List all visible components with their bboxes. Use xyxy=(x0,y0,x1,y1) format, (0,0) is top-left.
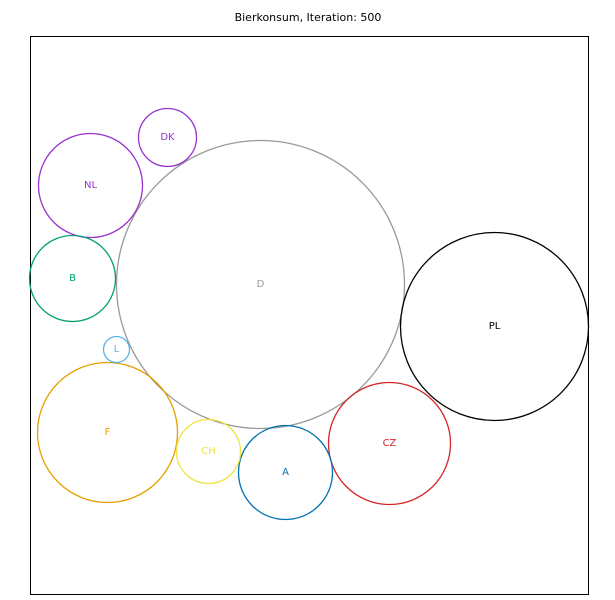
bubble-cz xyxy=(327,381,452,506)
bubble-label-a: A xyxy=(282,467,289,478)
bubble-b xyxy=(28,234,117,323)
bubble-label-d: D xyxy=(257,279,265,290)
bubble-label-nl: NL xyxy=(84,180,97,191)
bubble-pl xyxy=(399,231,590,422)
bubble-label-f: F xyxy=(105,427,111,438)
bubble-label-cz: CZ xyxy=(383,438,397,449)
bubble-a xyxy=(237,424,334,521)
bubble-label-pl: PL xyxy=(489,321,501,332)
bubble-label-b: B xyxy=(69,273,76,284)
bubble-dk xyxy=(137,107,198,168)
bubble-label-l: L xyxy=(114,344,120,355)
bubble-nl xyxy=(37,132,144,239)
bubble-d xyxy=(115,139,406,430)
plot-frame xyxy=(30,36,589,595)
bubble-label-ch: CH xyxy=(201,446,216,457)
bubble-ch xyxy=(175,418,242,485)
bubbles-layer: D PL F CZ NL A B CH DK L xyxy=(28,107,590,521)
bubble-label-dk: DK xyxy=(160,132,175,143)
bubble-l xyxy=(102,335,131,364)
chart-title: Bierkonsum, Iteration: 500 xyxy=(235,11,382,24)
bubble-f xyxy=(36,361,179,504)
